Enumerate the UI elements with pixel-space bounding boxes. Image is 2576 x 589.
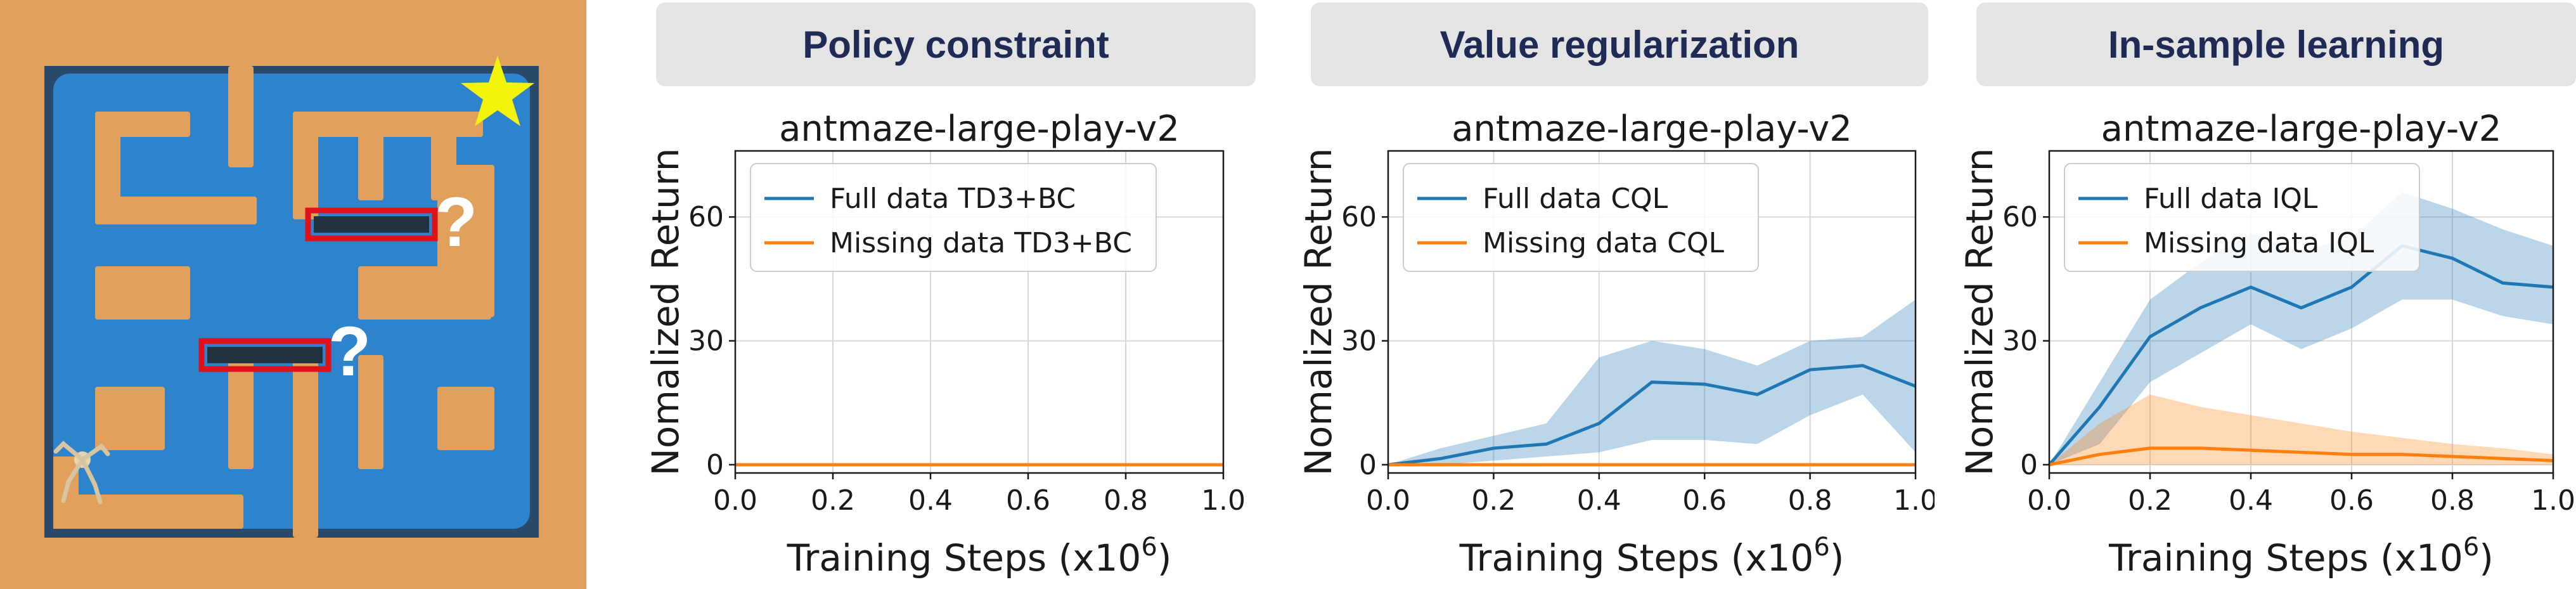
chart-title: antmaze-large-play-v2 — [1452, 108, 1852, 150]
goal-star-icon — [461, 56, 534, 126]
missing-data-barrier-top — [305, 207, 438, 242]
x-tick-label: 0.8 — [2430, 484, 2475, 517]
plot-frame — [2048, 150, 2554, 474]
y-tick-label: 0 — [706, 449, 724, 481]
x-tick-label: 0.2 — [2128, 484, 2172, 517]
x-tick-label: 0.8 — [1788, 484, 1832, 517]
header-policy-constraint-text: Policy constraint — [802, 23, 1109, 66]
y-tick-label: 30 — [688, 325, 724, 358]
legend-label-0: Full data CQL — [1483, 183, 1668, 215]
legend-label-0: Full data IQL — [2144, 183, 2318, 215]
legend-box — [750, 163, 1157, 272]
x-axis-label-end: ) — [2479, 536, 2494, 579]
chart-title: antmaze-large-play-v2 — [2101, 108, 2502, 150]
missing-data-barrier-bottom — [198, 338, 332, 372]
x-tick-label: 0.2 — [1471, 484, 1516, 517]
series-line-0 — [2048, 244, 2554, 466]
legend: Full data IQL Missing data IQL — [2064, 163, 2420, 272]
legend-box — [2064, 163, 2420, 272]
header-in-sample-learning-text: In-sample learning — [2108, 23, 2445, 66]
chart-title: antmaze-large-play-v2 — [779, 108, 1180, 150]
y-tick-label: 60 — [2002, 201, 2038, 233]
legend-label-1: Missing data CQL — [1483, 227, 1725, 259]
x-tick-label: 0.0 — [2027, 484, 2071, 517]
series-line-0 — [1388, 364, 1916, 467]
x-tick-label: 1.0 — [1201, 484, 1246, 517]
plot-frame — [1387, 150, 1917, 474]
x-tick-label: 0.4 — [908, 484, 953, 517]
legend-label-1: Missing data TD3+BC — [830, 227, 1132, 259]
x-axis-label-main: Training Steps (x10 — [2108, 536, 2463, 579]
x-tick-label: 0.4 — [1577, 484, 1621, 517]
legend: Full data TD3+BC Missing data TD3+BC — [750, 163, 1157, 272]
chart-iql: 0.0 0.2 0.4 0.6 0.8 1.0 0 30 60 antmaze-large-pla… — [1958, 108, 2575, 579]
x-tick-label: 0.8 — [1104, 484, 1148, 517]
y-tick-label: 30 — [2002, 325, 2038, 358]
x-tick-label: 0.4 — [2229, 484, 2273, 517]
legend-box — [1403, 163, 1759, 272]
x-tick-label: 0.6 — [1682, 484, 1727, 517]
x-axis-label-main: Training Steps (x10 — [1459, 536, 1814, 579]
chart-cql: 0.0 0.2 0.4 0.6 0.8 1.0 0 30 60 antmaze-large-pla… — [1297, 108, 1935, 579]
x-axis-label-main: Training Steps (x10 — [787, 536, 1142, 579]
y-axis-label: Nomalized Return — [644, 148, 687, 476]
header-value-regularization-text: Value regularization — [1439, 23, 1800, 66]
x-axis-label-exponent: 6 — [1141, 533, 1157, 562]
header-value-regularization: Value regularization — [1311, 3, 1928, 86]
header-in-sample-learning: In-sample learning — [1976, 3, 2576, 86]
x-tick-label: 0.6 — [2329, 484, 2374, 517]
question-mark-bottom: ? — [328, 313, 371, 391]
maze-walls — [53, 66, 494, 538]
chart-td3bc: 0.0 0.2 0.4 0.6 0.8 1.0 0 30 60 antmaze-large-pla… — [644, 108, 1246, 579]
x-tick-label: 0.0 — [713, 484, 757, 517]
y-tick-label: 60 — [688, 201, 724, 233]
y-axis-label: Nomalized Return — [1297, 148, 1340, 476]
question-mark-top: ? — [435, 183, 477, 261]
x-axis-label-end: ) — [1157, 536, 1172, 579]
legend-label-0: Full data TD3+BC — [830, 183, 1076, 215]
header-policy-constraint: Policy constraint — [656, 3, 1256, 86]
antmaze-illustration: ? ? — [0, 0, 586, 589]
legend: Full data CQL Missing data CQL — [1403, 163, 1759, 272]
x-axis-label: Training Steps (x106) — [1459, 533, 1845, 579]
legend-label-1: Missing data IQL — [2144, 227, 2374, 259]
x-axis-label-exponent: 6 — [2463, 533, 2479, 562]
x-tick-label: 0.0 — [1366, 484, 1410, 517]
y-tick-label: 0 — [1359, 449, 1377, 481]
y-tick-label: 0 — [2020, 449, 2038, 481]
x-axis-label: Training Steps (x106) — [787, 533, 1172, 579]
maze-path — [53, 74, 530, 529]
confidence-band-0 — [2049, 192, 2553, 465]
series-line-1 — [2049, 446, 2554, 467]
y-axis-label: Nomalized Return — [1958, 148, 2001, 476]
x-axis-label-exponent: 6 — [1813, 533, 1829, 562]
x-tick-label: 1.0 — [1893, 484, 1935, 517]
x-axis-label-end: ) — [1830, 536, 1845, 579]
y-tick-label: 30 — [1341, 325, 1377, 358]
x-tick-label: 0.2 — [811, 484, 855, 517]
x-axis-label: Training Steps (x106) — [2108, 533, 2494, 579]
x-tick-label: 1.0 — [2531, 484, 2575, 517]
plot-frame — [734, 150, 1225, 474]
x-tick-label: 0.6 — [1006, 484, 1050, 517]
ant-agent-icon — [53, 441, 110, 505]
y-tick-label: 60 — [1341, 201, 1377, 233]
